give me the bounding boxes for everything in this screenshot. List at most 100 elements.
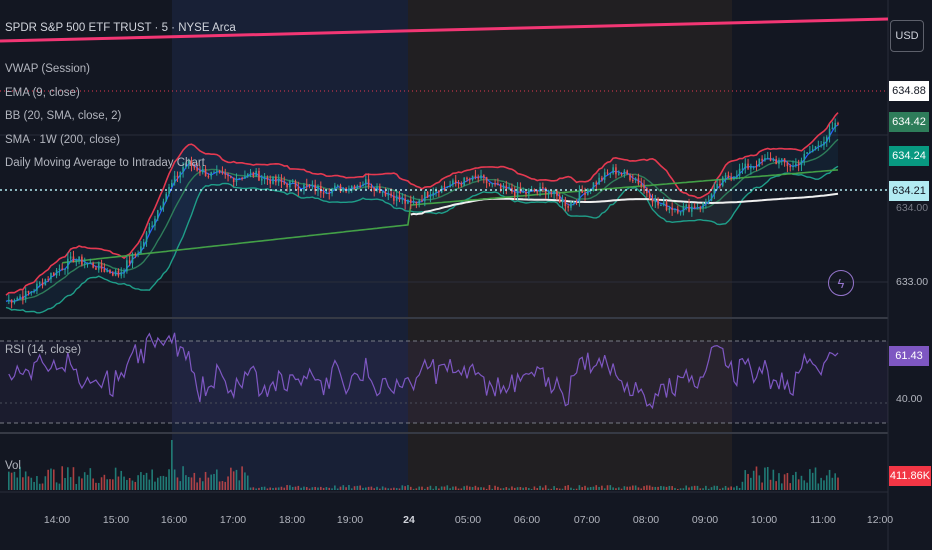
candle-body	[387, 193, 390, 196]
candle-body	[761, 158, 763, 161]
candle-body	[497, 184, 499, 186]
candle-body	[69, 256, 72, 259]
candle-body	[13, 300, 16, 303]
legend-sma[interactable]: SMA · 1W (200, close)	[5, 134, 121, 146]
legend-rsi[interactable]: RSI (14, close)	[5, 344, 82, 356]
candle-body	[255, 170, 257, 177]
volume-bar	[657, 486, 659, 490]
candle-body	[564, 199, 567, 207]
volume-bar	[165, 476, 168, 490]
volume-bar	[370, 486, 373, 490]
candle-body	[415, 201, 418, 204]
candle-body	[716, 184, 718, 188]
volume-bar	[106, 479, 108, 490]
candle-body	[727, 175, 730, 178]
volume-bar	[536, 488, 539, 490]
legend-vwap[interactable]: VWAP (Session)	[5, 63, 90, 75]
volume-bar	[266, 488, 269, 490]
volume-bar	[775, 481, 777, 490]
volume-bar	[401, 485, 404, 490]
candle-body	[764, 158, 766, 161]
candle-body	[561, 199, 564, 203]
candle-body	[86, 263, 89, 265]
candle-body	[182, 167, 184, 172]
volume-bar	[36, 476, 38, 490]
candle-body	[47, 279, 49, 281]
volume-bar	[553, 486, 555, 490]
volume-bar	[353, 486, 356, 490]
volume-bar	[345, 487, 347, 490]
volume-bar	[41, 483, 44, 490]
volume-bar	[314, 486, 316, 490]
candle-body	[269, 179, 272, 184]
time-label: 07:00	[573, 514, 601, 526]
volume-bar	[438, 488, 440, 490]
candle-body	[457, 183, 460, 185]
volume-bar	[460, 488, 463, 490]
volume-bar	[221, 481, 224, 490]
volume-bar	[204, 471, 207, 490]
volume-bar	[390, 488, 392, 490]
candle-body	[148, 227, 151, 233]
legend-bb[interactable]: BB (20, SMA, close, 2)	[5, 110, 122, 122]
candle-body	[241, 177, 243, 179]
volume-bar	[533, 486, 536, 490]
volume-bar	[609, 485, 612, 490]
volume-bar	[145, 472, 148, 490]
candle-body	[75, 260, 78, 263]
volume-bar	[196, 482, 198, 490]
volume-bar	[558, 488, 561, 490]
candle-body	[581, 191, 584, 193]
volume-bar	[676, 488, 679, 490]
candle-body	[286, 183, 288, 188]
candle-body	[331, 188, 333, 194]
candle-body	[483, 175, 485, 178]
candle-body	[766, 157, 769, 159]
volume-bar	[320, 486, 322, 490]
time-label: 14:00	[43, 514, 71, 526]
candle-body	[772, 158, 775, 161]
candle-body	[376, 186, 378, 191]
volume-bar	[199, 477, 201, 490]
candle-body	[401, 198, 404, 200]
legend-ema[interactable]: EMA (9, close)	[5, 87, 80, 99]
symbol-title[interactable]: SPDR S&P 500 ETF TRUST · 5 · NYSE Arca	[5, 22, 236, 34]
volume-bar	[519, 486, 522, 490]
price-tag-bb-upper: 634.88	[889, 81, 929, 101]
currency-button[interactable]: USD	[890, 20, 924, 52]
candle-body	[682, 206, 685, 213]
volume-bar	[505, 487, 508, 490]
price-axis-label-partial: 634.00	[896, 202, 929, 214]
time-label: 06:00	[513, 514, 541, 526]
alert-bolt-icon[interactable]: ϟ	[828, 270, 854, 296]
volume-bar	[606, 485, 609, 490]
candle-body	[789, 166, 792, 168]
candle-body	[126, 260, 128, 272]
volume-bar	[811, 472, 814, 490]
candle-body	[584, 192, 586, 195]
trend-line	[0, 17, 889, 43]
candle-body	[632, 179, 634, 181]
candle-body	[744, 163, 747, 169]
candle-body	[258, 170, 260, 181]
candle-body	[201, 169, 204, 173]
candle-body	[817, 145, 820, 147]
legend-volume[interactable]: Vol	[5, 460, 21, 472]
volume-bar	[162, 475, 165, 490]
candle-body	[432, 192, 435, 196]
volume-bar	[8, 471, 10, 490]
volume-bar	[255, 488, 257, 490]
volume-bar	[44, 476, 47, 490]
volume-bar	[22, 477, 24, 490]
candle-body	[36, 283, 38, 291]
candle-body	[671, 207, 673, 210]
volume-bar	[10, 472, 13, 490]
candle-body	[393, 195, 395, 201]
volume-bar	[513, 487, 516, 490]
candle-body	[272, 176, 274, 184]
candle-body	[145, 232, 148, 243]
volume-bar	[457, 488, 460, 490]
volume-bar	[792, 475, 794, 490]
legend-daily-ma[interactable]: Daily Moving Average to Intraday Chart	[5, 157, 205, 169]
